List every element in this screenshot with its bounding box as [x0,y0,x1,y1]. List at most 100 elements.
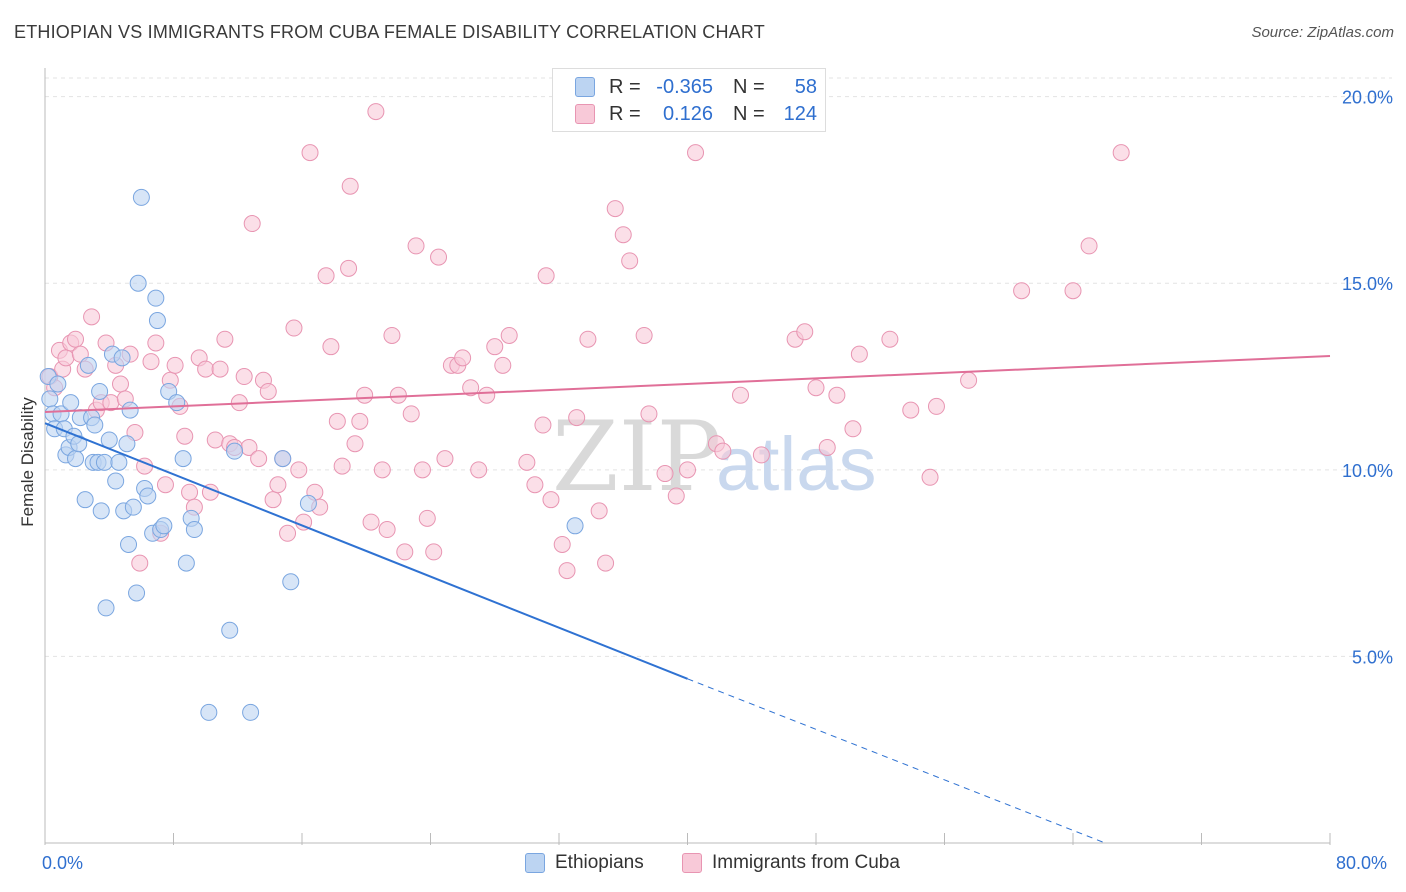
cuba-point [534,416,552,434]
correlation-legend: R = -0.365 N = 58 R = 0.126 N = 124 [552,68,826,132]
watermark: ZIP atlas [552,401,877,513]
cuba-point [752,446,770,464]
ethiopians-point [566,517,584,535]
ethiopians-point [242,703,260,721]
cuba-point [418,509,436,527]
cuba-point [259,382,277,400]
legend-row-cuba: R = 0.126 N = 124 [575,102,817,126]
cuba-point [590,502,608,520]
cuba-point [328,412,346,430]
cuba-point [285,319,303,337]
cuba-point [317,267,335,285]
ethiopians-point [274,450,292,468]
ethiopians-point [177,554,195,572]
cuba-point [486,338,504,356]
cuba-point [844,420,862,438]
legend-label-cuba: Immigrants from Cuba [712,852,900,873]
cuba-point [333,457,351,475]
ethiopians-point [128,584,146,602]
ethiopians-point [92,502,110,520]
cuba-point [732,386,750,404]
ethiopians-point [118,435,136,453]
cuba-point [436,450,454,468]
n-value: 58 [794,75,817,98]
ethiopians-point [139,487,157,505]
cuba-point [927,397,945,415]
cuba-point [378,521,396,539]
n-label: N = [733,102,765,125]
cuba-point [558,562,576,580]
cuba-point [518,453,536,471]
bottom-legend-ethiopians: Ethiopians [525,852,644,874]
cuba-point [269,476,287,494]
legend-swatch-blue [525,853,545,873]
ethiopians-point [62,394,80,412]
cuba-point [500,326,518,344]
cuba-point [1080,237,1098,255]
legend-swatch-pink [682,853,702,873]
trend-lines [44,355,1331,844]
ethiopians-point [132,188,150,206]
cuba-point [470,461,488,479]
cuba-point [687,144,705,162]
cuba-point [322,338,340,356]
cuba-point [131,554,149,572]
r-value: -0.365 [656,75,713,98]
ethiopians-point [110,453,128,471]
cuba-point [614,226,632,244]
cuba-point [346,435,364,453]
cuba-point [243,215,261,233]
cuba-point [667,487,685,505]
cuba-point [176,427,194,445]
cuba-point [921,468,939,486]
ethiopians-point [129,274,147,292]
cuba-point [462,379,480,397]
r-value: 0.126 [662,102,713,125]
grid-lines [45,77,1392,657]
ethiopians-point [200,703,218,721]
legend-label-ethiopians: Ethiopians [555,852,644,873]
cuba-point [341,177,359,195]
cuba-point [606,200,624,218]
cuba-point [367,103,385,121]
cuba-trend-line [44,355,1331,413]
ethiopians-point [174,450,192,468]
cuba-point [407,237,425,255]
cuba-point [807,379,825,397]
ethiopians-point [49,375,67,393]
cuba-point [635,326,653,344]
ethiopians-point [121,401,139,419]
cuba-point [142,353,160,371]
cuba-point [197,360,215,378]
cuba-point [264,491,282,509]
cuba-point [597,554,615,572]
cuba-point [211,360,229,378]
cuba-point [147,334,165,352]
ethiopians-trend-line [44,422,688,680]
cuba-point [1112,144,1130,162]
cuba-point [494,356,512,374]
ethiopians-point [91,382,109,400]
cuba-point [250,450,268,468]
ethiopians-point [67,450,85,468]
source-credit: Source: ZipAtlas.com [1251,24,1394,41]
cuba-point [568,409,586,427]
ethiopians-point [168,394,186,412]
cuba-point [714,442,732,460]
r-label: R = [609,102,641,125]
cuba-point [57,349,75,367]
ethiopians-point [79,356,97,374]
cuba-point [679,461,696,479]
cuba-point [383,326,401,344]
axes [44,68,1331,845]
cuba-point [396,543,414,561]
cuba-point [166,356,184,374]
n-label: N = [733,75,765,98]
ethiopians-point [107,472,125,490]
cuba-point [818,438,836,456]
cuba-point [356,386,374,404]
n-value: 124 [783,102,817,125]
cuba-point [902,401,920,419]
cuba-point [478,386,496,404]
